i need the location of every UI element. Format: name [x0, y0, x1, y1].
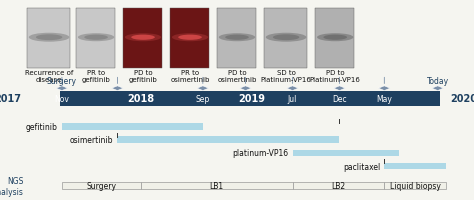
Text: Recurrence of
disease: Recurrence of disease: [25, 70, 73, 83]
Text: osimertinib: osimertinib: [70, 135, 113, 144]
Text: Dec: Dec: [332, 94, 347, 103]
FancyBboxPatch shape: [315, 9, 355, 69]
Text: NGS
Analysis: NGS Analysis: [0, 176, 24, 196]
FancyBboxPatch shape: [141, 182, 292, 189]
FancyBboxPatch shape: [62, 182, 141, 189]
FancyBboxPatch shape: [384, 182, 446, 189]
Text: May: May: [376, 94, 392, 103]
Text: Jul: Jul: [288, 94, 297, 103]
FancyBboxPatch shape: [217, 9, 256, 69]
Polygon shape: [197, 86, 209, 91]
FancyBboxPatch shape: [264, 9, 308, 69]
Text: Surgery: Surgery: [86, 181, 117, 190]
Text: PR to
gefitinib: PR to gefitinib: [82, 70, 110, 83]
Text: 2020: 2020: [450, 94, 474, 104]
FancyBboxPatch shape: [118, 137, 339, 143]
Circle shape: [273, 35, 299, 41]
Text: Today: Today: [427, 77, 449, 86]
Circle shape: [125, 34, 161, 42]
Text: SD to
Platinum-VP16: SD to Platinum-VP16: [261, 70, 311, 83]
Circle shape: [323, 35, 347, 41]
Circle shape: [219, 34, 255, 42]
Circle shape: [36, 35, 62, 41]
Text: PD to
gefitinib: PD to gefitinib: [128, 70, 157, 83]
FancyBboxPatch shape: [76, 9, 115, 69]
Polygon shape: [56, 86, 68, 91]
Polygon shape: [240, 86, 251, 91]
Polygon shape: [378, 86, 390, 91]
FancyBboxPatch shape: [60, 91, 440, 106]
FancyBboxPatch shape: [62, 123, 203, 130]
Text: PD to
Platinum-VP16: PD to Platinum-VP16: [310, 70, 361, 83]
Circle shape: [84, 35, 108, 41]
Polygon shape: [334, 86, 346, 91]
Text: Sep: Sep: [196, 94, 210, 103]
Polygon shape: [287, 86, 299, 91]
Text: 2018: 2018: [128, 94, 155, 104]
Circle shape: [317, 34, 353, 42]
Circle shape: [266, 34, 306, 42]
FancyBboxPatch shape: [27, 9, 71, 69]
FancyBboxPatch shape: [170, 9, 209, 69]
Circle shape: [78, 34, 114, 42]
Text: paclitaxel: paclitaxel: [343, 162, 380, 171]
FancyBboxPatch shape: [123, 9, 162, 69]
Text: PD to
osimertinib: PD to osimertinib: [217, 70, 257, 83]
Text: Surgery: Surgery: [47, 77, 77, 86]
Text: PR to
osimertinib: PR to osimertinib: [170, 70, 210, 83]
Text: 2019: 2019: [238, 94, 265, 104]
FancyBboxPatch shape: [292, 150, 399, 156]
FancyBboxPatch shape: [292, 182, 384, 189]
Polygon shape: [432, 86, 444, 91]
Text: platinum-VP16: platinum-VP16: [232, 149, 288, 158]
Circle shape: [225, 35, 249, 41]
Text: LB1: LB1: [210, 181, 224, 190]
FancyBboxPatch shape: [384, 163, 446, 169]
Circle shape: [172, 34, 208, 42]
Text: Nov: Nov: [55, 94, 69, 103]
Polygon shape: [111, 86, 123, 91]
Circle shape: [131, 35, 155, 41]
Text: Liquid biopsy: Liquid biopsy: [390, 181, 441, 190]
Text: LB2: LB2: [331, 181, 346, 190]
Circle shape: [178, 35, 202, 41]
Circle shape: [29, 34, 69, 42]
Text: 2017: 2017: [0, 94, 21, 104]
Text: gefitinib: gefitinib: [26, 122, 58, 131]
